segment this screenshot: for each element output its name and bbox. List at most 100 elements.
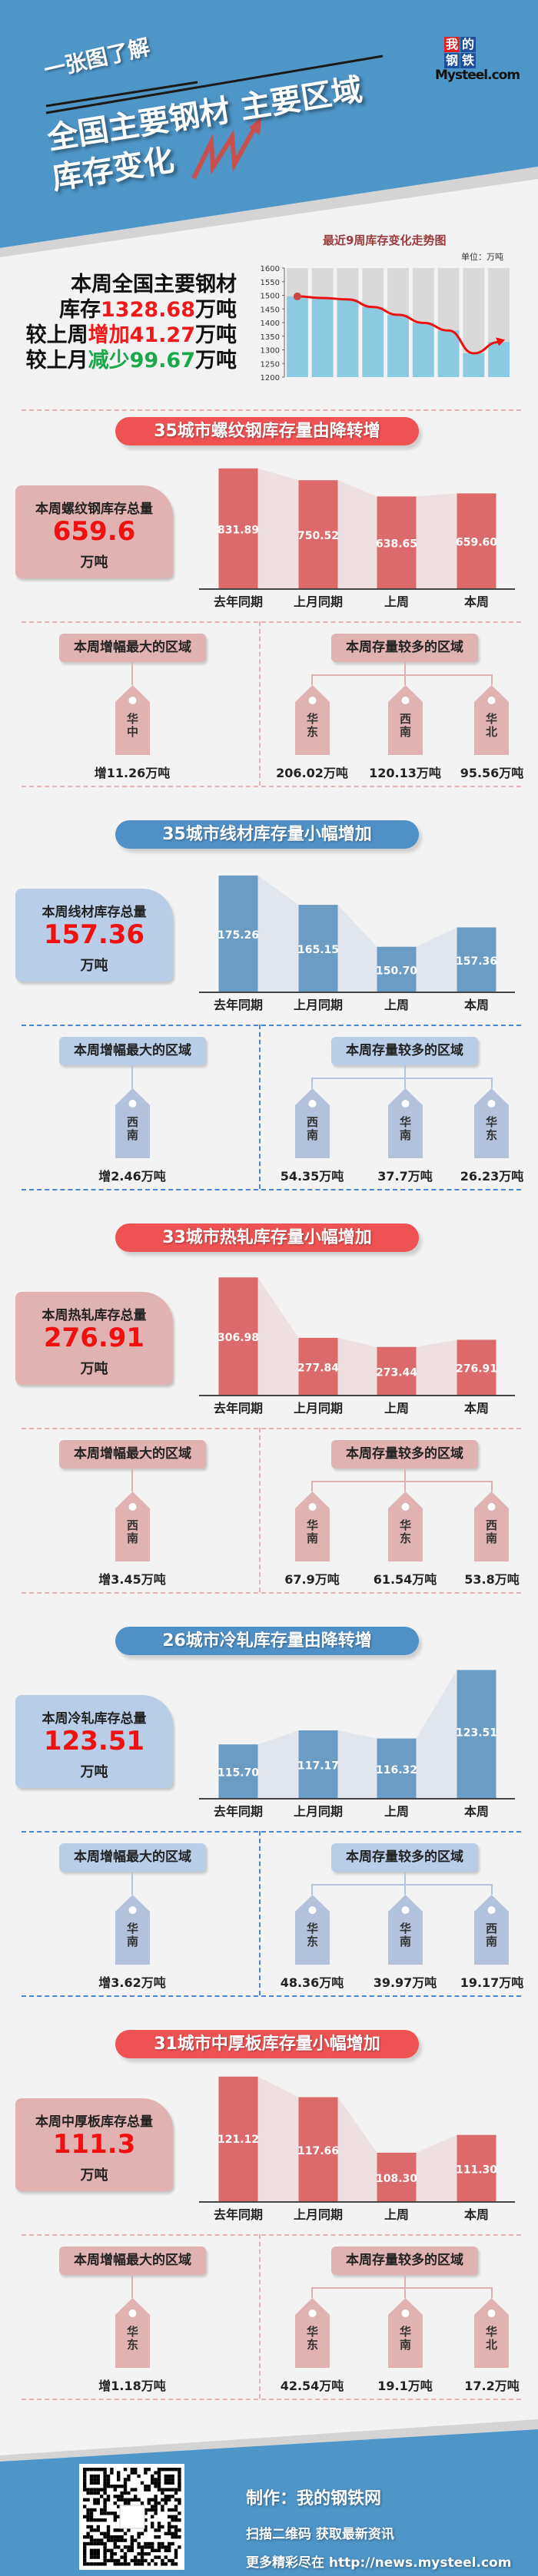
- summary-box-label: 本周冷轧库存总量: [42, 1711, 147, 1727]
- logo-brand-text: Mysteel.com: [435, 68, 520, 83]
- bar: [298, 2097, 338, 2202]
- section-title: 35城市线材库存量小幅增加: [115, 820, 419, 849]
- bar-bridge: [337, 2097, 377, 2202]
- bar-bridge: [257, 875, 299, 992]
- weekly-change-value: 增加41.27: [88, 323, 195, 347]
- bar-bridge: [337, 1730, 377, 1799]
- tag-icon: [295, 1492, 330, 1561]
- footer-link[interactable]: 更多精彩尽在 http://news.mysteel.com: [246, 2555, 512, 2571]
- section-0: 35城市螺纹钢库存量由降转增 本周螺纹钢库存总量 659.6 万吨 831.89…: [0, 409, 538, 787]
- tag-icon: [115, 1492, 150, 1561]
- connector: [311, 1078, 493, 1079]
- divider: [22, 1592, 521, 1594]
- logo-char: 铁: [460, 53, 476, 68]
- region-tag: 华东: [388, 1492, 423, 1561]
- y-tick-label: 1400: [261, 320, 280, 328]
- bar-bridge: [416, 1339, 457, 1396]
- category-label: 上月同期: [294, 1804, 343, 1819]
- qr-code[interactable]: [79, 2464, 184, 2570]
- summary-box-unit: 万吨: [80, 1361, 108, 1377]
- summary-line2: 库存1328.68万吨: [0, 297, 237, 323]
- tag-icon: [474, 1492, 509, 1561]
- largest-increase-header: 本周增幅最大的区域: [59, 1037, 206, 1065]
- connector: [131, 1468, 133, 1492]
- bar-bridge: [257, 2076, 299, 2202]
- trend-chart: 1200 1250 1300 1350 1400 1450 1500 1550 1600: [261, 265, 510, 382]
- region-increase-value: 增11.26万吨: [94, 766, 171, 780]
- connector: [404, 1078, 406, 1088]
- category-label: 上周: [384, 998, 409, 1012]
- bar: [218, 1744, 258, 1799]
- bar: [412, 323, 434, 377]
- divider: [22, 2234, 521, 2236]
- region-stock-value: 37.7万吨: [377, 1169, 433, 1184]
- bar-bridge: [337, 905, 377, 992]
- connector: [311, 2287, 493, 2289]
- y-tick-label: 1500: [261, 293, 280, 301]
- connector: [311, 1078, 313, 1088]
- summary-box: 本周热轧库存总量 276.91 万吨: [15, 1292, 173, 1385]
- bar: [218, 2076, 258, 2202]
- connector: [311, 674, 493, 676]
- tag-icon: [115, 2298, 150, 2368]
- rising-arrow-icon: [191, 125, 257, 180]
- category-label: 上周: [384, 1804, 409, 1819]
- region-tag: 华东: [295, 1895, 330, 1965]
- bar-value-label: 121.12: [218, 2134, 259, 2146]
- summary-box: 本周冷轧库存总量 123.51 万吨: [15, 1695, 173, 1788]
- tag-icon: [388, 685, 423, 755]
- summary-box-unit: 万吨: [80, 555, 108, 571]
- category-label: 本周: [464, 2207, 489, 2222]
- bar-bridge: [416, 1670, 457, 1799]
- section-2: 33城市热轧库存量小幅增加 本周热轧库存总量 276.91 万吨 306.98 去…: [0, 1223, 538, 1594]
- region-name: 华中: [125, 713, 139, 739]
- y-tick-label: 1550: [261, 279, 280, 287]
- summary-box-value: 276.91: [43, 1323, 145, 1353]
- bar-value-label: 750.52: [297, 530, 339, 542]
- divider-vertical: [259, 1428, 261, 1592]
- section-1: 35城市线材库存量小幅增加 本周线材库存总量 157.36 万吨 175.26 去…: [0, 820, 538, 1190]
- summary-box-value: 157.36: [43, 919, 145, 950]
- connector: [311, 1481, 313, 1492]
- region-name: 西南: [484, 1519, 498, 1545]
- summary-box-value: 123.51: [43, 1726, 145, 1757]
- largest-increase-header: 本周增幅最大的区域: [59, 2247, 206, 2275]
- largest-stock-header: 本周存量较多的区域: [331, 2247, 478, 2275]
- region-name: 华东: [305, 1922, 319, 1949]
- section-4: 31城市中厚板库存量小幅增加 本周中厚板库存总量 111.3 万吨 121.12…: [0, 2030, 538, 2400]
- connector: [404, 2287, 406, 2298]
- bar: [362, 306, 384, 377]
- bar: [311, 298, 334, 377]
- region-stock-value: 206.02万吨: [276, 766, 348, 780]
- connector: [491, 2287, 493, 2298]
- region-stock-value: 48.36万吨: [280, 1975, 344, 1990]
- tag-icon: [474, 1895, 509, 1965]
- region-stock-value: 53.8万吨: [464, 1572, 520, 1587]
- bar: [488, 342, 510, 377]
- category-label: 上周: [384, 2207, 409, 2222]
- section-title: 31城市中厚板库存量小幅增加: [115, 2030, 419, 2058]
- header-blue-band: [0, 0, 538, 248]
- header-grey-band: [0, 167, 538, 257]
- region-tag: 华北: [474, 685, 509, 755]
- qr-logo-icon: [119, 2505, 145, 2529]
- largest-increase-header: 本周增幅最大的区域: [59, 1843, 206, 1872]
- region-stock-value: 120.13万吨: [369, 766, 441, 780]
- connector: [311, 2287, 313, 2298]
- tag-icon: [474, 1088, 509, 1158]
- header-rule-short: [45, 81, 198, 108]
- connector: [131, 1872, 133, 1895]
- region-stock-value: 67.9万吨: [284, 1572, 340, 1587]
- bar: [298, 1730, 338, 1799]
- region-increase-value: 增2.46万吨: [98, 1169, 166, 1184]
- bar-value-label: 117.17: [297, 1760, 339, 1773]
- tag-icon: [388, 1492, 423, 1561]
- bar: [387, 314, 409, 377]
- connector: [404, 2275, 406, 2289]
- summary-box-unit: 万吨: [80, 1764, 108, 1780]
- connector: [404, 1481, 406, 1492]
- region-tag: 华南: [115, 1895, 150, 1965]
- region-increase-value: 增3.62万吨: [98, 1975, 166, 1990]
- bar-bridge: [416, 493, 457, 589]
- bar-value-label: 273.44: [376, 1366, 417, 1379]
